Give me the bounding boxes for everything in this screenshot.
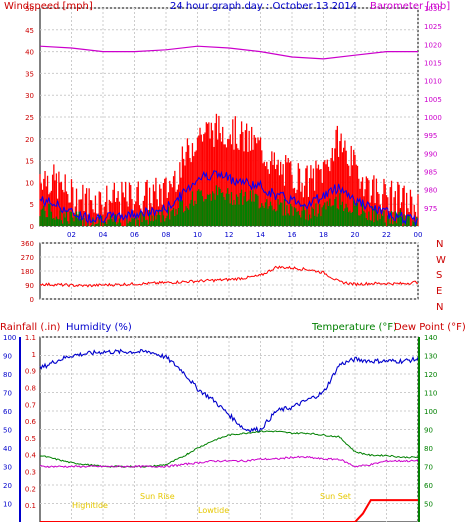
time-tick-label: 00 [414, 231, 423, 239]
wind-tick-label: 10 [25, 179, 34, 187]
annotation-hightide: Highitide [72, 501, 108, 510]
humidity-tick-label: 40 [3, 445, 12, 453]
dir-label-e: E [436, 286, 442, 297]
temperature-tick-label: 140 [424, 334, 437, 342]
wind-tick-label: 30 [25, 92, 34, 100]
wind-tick-label: 20 [25, 136, 34, 144]
humidity-tick-label: 90 [3, 353, 12, 361]
rain-tick-label: 0.4 [25, 452, 37, 460]
humidity-line [39, 348, 419, 433]
barometer-tick-label: 980 [424, 187, 437, 195]
barometer-tick-label: 1020 [424, 41, 442, 49]
dewpoint-line [39, 455, 419, 469]
barometer-axis-title: Barometer [mb] [370, 1, 450, 12]
temperature-axis-title: Temperature (°F) [311, 322, 397, 333]
direction-tick-label: 90 [25, 282, 34, 290]
rain-tick-label: 0.2 [25, 485, 36, 493]
barometer-line [39, 45, 418, 60]
time-tick-label: 14 [256, 231, 265, 239]
rain-tick-label: 0.9 [25, 368, 36, 376]
time-tick-label: 06 [130, 231, 139, 239]
dir-label-w: W [436, 255, 446, 266]
time-tick-label: 18 [319, 231, 328, 239]
chart-title: 24 hour graph day : October 13 2014 [170, 1, 357, 12]
rain-tick-label: 1.1 [25, 334, 36, 342]
time-tick-label: 20 [351, 231, 360, 239]
time-tick-label: 16 [288, 231, 297, 239]
humidity-tick-label: 20 [3, 482, 12, 490]
humidity-tick-label: 80 [3, 371, 12, 379]
humidity-tick-label: 70 [3, 390, 12, 398]
wind-direction-line [39, 265, 418, 288]
wind-tick-label: 5 [30, 201, 34, 209]
barometer-tick-label: 985 [424, 169, 437, 177]
humidity-tick-label: 50 [3, 427, 12, 435]
wind-tick-label: 0 [30, 223, 34, 231]
temperature-tick-label: 80 [424, 445, 433, 453]
direction-tick-label: 180 [21, 268, 34, 276]
humidity-tick-label: 30 [3, 464, 12, 472]
barometer-tick-label: 1005 [424, 96, 442, 104]
temperature-tick-label: 110 [424, 390, 437, 398]
time-tick-label: 12 [225, 231, 234, 239]
wind-tick-label: 15 [25, 158, 34, 166]
barometer-tick-label: 975 [424, 205, 437, 213]
rain-tick-label: 0.5 [25, 435, 36, 443]
time-tick-label: 02 [67, 231, 76, 239]
dir-label-n-top: N [436, 239, 443, 250]
rain-tick-label: 1 [32, 351, 36, 359]
temperature-tick-label: 90 [424, 427, 433, 435]
temperature-tick-label: 130 [424, 353, 437, 361]
humidity-tick-label: 10 [3, 501, 12, 509]
direction-tick-label: 360 [21, 240, 34, 248]
dir-label-s: S [436, 270, 442, 281]
time-tick-label: 08 [162, 231, 171, 239]
humidity-tick-label: 60 [3, 408, 12, 416]
rain-tick-label: 0.7 [25, 401, 36, 409]
wind-tick-label: 25 [25, 114, 34, 122]
rain-tick-label: 0.3 [25, 469, 36, 477]
barometer-tick-label: 1030 [424, 5, 442, 13]
temperature-tick-label: 120 [424, 371, 437, 379]
humidity-axis-title: Humidity (%) [66, 322, 132, 333]
wind-average-line [39, 169, 419, 226]
dewpoint-axis-title: Dew Point (°F) [394, 322, 466, 333]
time-tick-label: 22 [382, 231, 391, 239]
barometer-tick-label: 1025 [424, 23, 442, 31]
direction-tick-label: 270 [21, 254, 34, 262]
barometer-tick-label: 1000 [424, 114, 442, 122]
dir-label-n-bottom: N [436, 302, 443, 313]
time-tick-label: 04 [99, 231, 108, 239]
annotation-lowtide: Lowtide [198, 506, 229, 515]
humidity-tick-label: 100 [3, 334, 16, 342]
rain-axis-title: Rainfall (.in) [0, 322, 61, 333]
barometer-tick-label: 1010 [424, 78, 442, 86]
rain-tick-label: 0.6 [25, 418, 37, 426]
barometer-tick-label: 1015 [424, 60, 442, 68]
annotation-sunset: Sun Set [320, 492, 351, 501]
wind-tick-label: 50 [25, 5, 34, 13]
rainfall-line [40, 499, 418, 522]
wind-tick-label: 35 [25, 70, 34, 78]
time-tick-label: 10 [193, 231, 202, 239]
annotation-sunrise: Sun Rise [140, 492, 175, 501]
barometer-tick-label: 995 [424, 132, 437, 140]
wind-axis-title: Windspeed [mph] [4, 1, 93, 12]
barometer-tick-label: 990 [424, 150, 437, 158]
wind-tick-label: 40 [25, 49, 34, 57]
temperature-tick-label: 60 [424, 482, 433, 490]
temperature-tick-label: 50 [424, 501, 433, 509]
temperature-tick-label: 70 [424, 464, 433, 472]
rain-tick-label: 0.8 [25, 384, 36, 392]
wind-tick-label: 45 [25, 27, 34, 35]
rain-tick-label: 0.1 [25, 502, 36, 510]
temperature-tick-label: 100 [424, 408, 437, 416]
direction-tick-label: 0 [30, 296, 34, 304]
